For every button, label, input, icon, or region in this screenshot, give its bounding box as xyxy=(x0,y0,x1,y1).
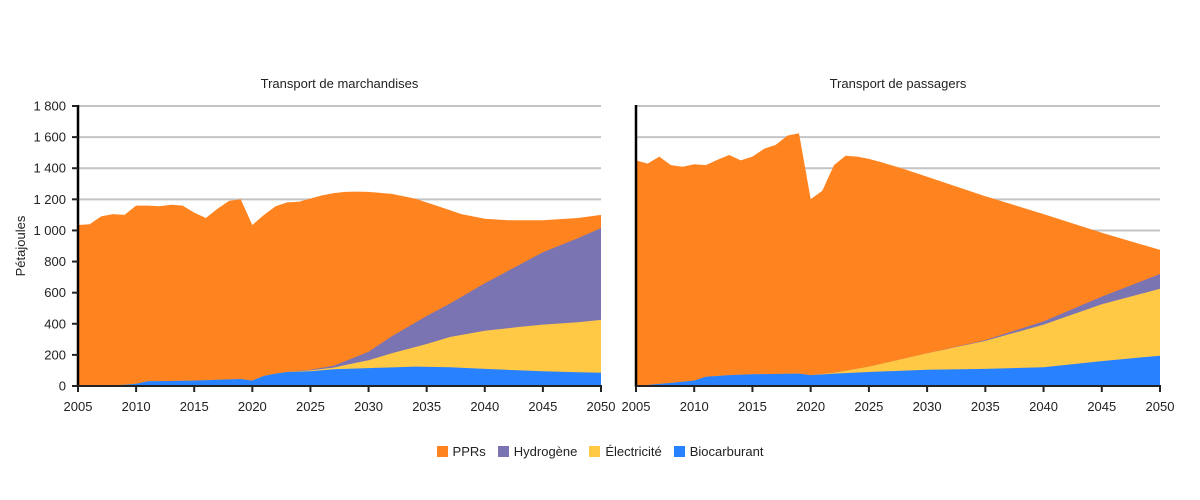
x-tick-label: 2015 xyxy=(738,399,767,414)
y-tick-label: 400 xyxy=(44,316,66,331)
y-tick-label: 800 xyxy=(44,254,66,269)
area-biocarburant xyxy=(78,366,601,386)
x-tick-label: 2035 xyxy=(971,399,1000,414)
x-tick-label: 2030 xyxy=(913,399,942,414)
y-tick-label: 0 xyxy=(59,379,66,394)
x-tick-label: 2040 xyxy=(1029,399,1058,414)
legend-label-electricite: Électricité xyxy=(605,444,662,459)
area-biocarburant xyxy=(636,355,1160,386)
legend-label-hydrogene: Hydrogène xyxy=(513,444,578,459)
y-tick-label: 1 400 xyxy=(33,161,66,176)
legend-item-biocarburant: Biocarburant xyxy=(673,444,764,459)
y-tick-label: 1 600 xyxy=(33,130,66,145)
legend-swatch-electricite xyxy=(589,446,601,457)
x-tick-label: 2020 xyxy=(238,399,267,414)
x-tick-label: 2035 xyxy=(412,399,441,414)
x-tick-label: 2025 xyxy=(296,399,325,414)
x-tick-label: 2025 xyxy=(854,399,883,414)
x-tick-label: 2050 xyxy=(1146,399,1175,414)
legend-label-biocarburant: Biocarburant xyxy=(689,444,764,459)
legend-item-pprs: PPRs xyxy=(436,444,486,459)
x-tick-label: 2005 xyxy=(64,399,93,414)
x-tick-label: 2045 xyxy=(1087,399,1116,414)
x-tick-label: 2015 xyxy=(180,399,209,414)
y-axis-label: Pétajoules xyxy=(13,215,28,276)
x-tick-label: 2045 xyxy=(528,399,557,414)
area-electricite xyxy=(636,288,1160,386)
area-pprs xyxy=(636,133,1160,386)
legend-item-electricite: Électricité xyxy=(589,444,662,459)
x-tick-label: 2010 xyxy=(680,399,709,414)
y-tick-label: 1 800 xyxy=(33,99,66,114)
legend-swatch-pprs xyxy=(436,446,448,457)
panel-title: Transport de marchandises xyxy=(261,76,419,91)
legend: PPRs Hydrogène Électricité Biocarburant xyxy=(0,444,1200,459)
x-tick-label: 2050 xyxy=(587,399,616,414)
y-tick-label: 600 xyxy=(44,285,66,300)
y-tick-label: 200 xyxy=(44,347,66,362)
y-tick-label: 1 000 xyxy=(33,223,66,238)
legend-label-pprs: PPRs xyxy=(452,444,486,459)
legend-item-hydrogene: Hydrogène xyxy=(497,444,578,459)
x-tick-label: 2005 xyxy=(622,399,651,414)
legend-swatch-biocarburant xyxy=(673,446,685,457)
x-tick-label: 2020 xyxy=(796,399,825,414)
panel-title: Transport de passagers xyxy=(830,76,967,91)
x-tick-label: 2010 xyxy=(122,399,151,414)
x-tick-label: 2030 xyxy=(354,399,383,414)
y-tick-label: 1 200 xyxy=(33,192,66,207)
legend-swatch-hydrogene xyxy=(497,446,509,457)
x-tick-label: 2040 xyxy=(470,399,499,414)
